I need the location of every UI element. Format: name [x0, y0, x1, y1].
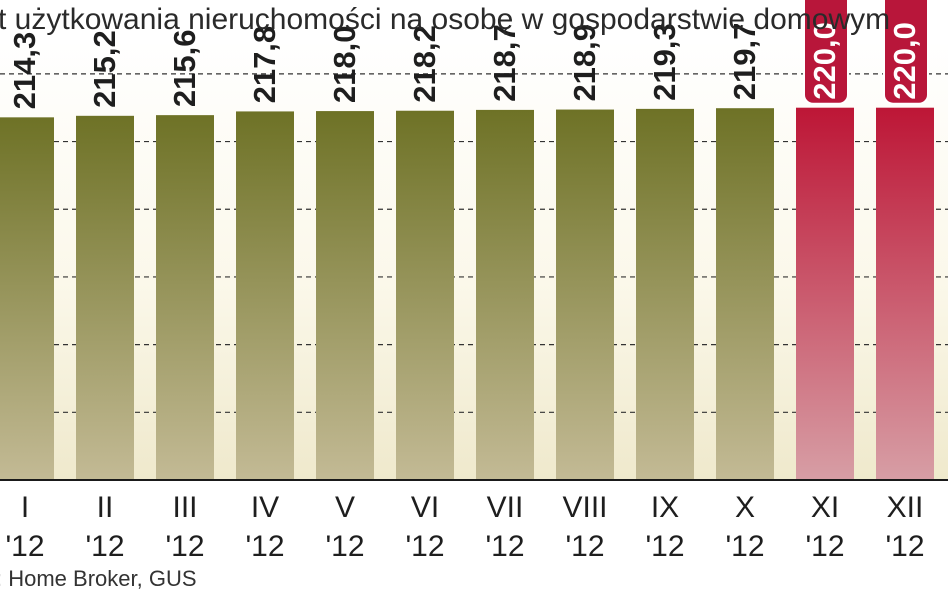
x-tick-year: '12: [165, 530, 204, 563]
value-label: 214,3: [7, 32, 42, 110]
x-tick-year: '12: [325, 530, 364, 563]
source-note: : Home Broker, GUS: [0, 566, 197, 591]
bar: [636, 108, 694, 480]
x-tick-month: IX: [651, 491, 679, 524]
x-tick-year: '12: [805, 530, 844, 563]
x-tick-year: '12: [85, 530, 124, 563]
x-tick-month: VI: [411, 491, 439, 524]
x-tick-month: I: [21, 491, 29, 524]
bar: [76, 115, 134, 481]
bar: [316, 111, 374, 481]
x-tick-year: '12: [405, 530, 444, 563]
x-tick-month: XI: [811, 491, 839, 524]
value-label: 220,0: [887, 22, 922, 100]
bar: [0, 117, 54, 480]
x-tick-month: X: [735, 491, 755, 524]
value-label: 219,3: [647, 23, 682, 101]
x-tick-labels: I '12 II '12 III '12 IV '12 V '12 VI '12 VII '12 VIII '…: [5, 491, 924, 563]
value-label: 219,7: [727, 23, 762, 101]
bar: [556, 109, 614, 481]
bar: [236, 111, 294, 481]
x-tick-year: '12: [725, 530, 764, 563]
chart-title: t użytkowania nieruchomości na osobę w g…: [0, 3, 890, 36]
value-label: 218,7: [487, 24, 522, 102]
value-label: 218,0: [327, 25, 362, 103]
bar-highlight: [876, 107, 934, 480]
x-tick-month: XII: [887, 491, 924, 524]
value-label: 220,0: [807, 22, 842, 100]
value-labels: 214,3 215,2 215,6 217,8 218,0 218,2 218,7 218,9…: [7, 0, 929, 110]
x-tick-year: '12: [485, 530, 524, 563]
value-label-box: [803, 0, 849, 105]
x-tick-year: '12: [245, 530, 284, 563]
bar: [156, 115, 214, 480]
x-tick-month: III: [172, 491, 197, 524]
x-tick-month: V: [335, 491, 355, 524]
value-label: 218,9: [567, 24, 602, 102]
x-tick-month: II: [97, 491, 114, 524]
value-label-box: [883, 0, 929, 105]
value-label: 217,8: [247, 26, 282, 104]
value-label: 215,6: [167, 30, 202, 108]
x-tick-year: '12: [565, 530, 604, 563]
value-label: 215,2: [87, 30, 122, 108]
x-tick-year: '12: [645, 530, 684, 563]
x-tick-month: IV: [251, 491, 279, 524]
x-tick-month: VIII: [562, 491, 607, 524]
bar: [396, 110, 454, 480]
bar: [716, 108, 774, 480]
x-tick-month: VII: [487, 491, 524, 524]
bar-highlight: [796, 107, 854, 480]
bar: [476, 109, 534, 481]
x-tick-year: '12: [885, 530, 924, 563]
bars: [0, 107, 934, 481]
x-tick-year: '12: [5, 530, 44, 563]
value-label: 218,2: [407, 25, 442, 103]
